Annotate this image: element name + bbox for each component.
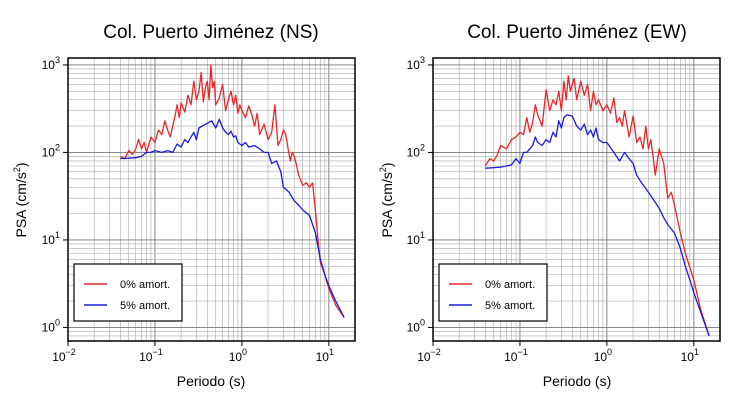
y-tick-label: 102 — [42, 142, 60, 159]
x-tick-label: 101 — [681, 347, 699, 364]
grid — [67, 58, 356, 342]
legend: 0% amort. 5% amort. — [438, 263, 548, 322]
series-line-damping-0 — [484, 75, 710, 337]
x-axis-label: Periodo (s) — [177, 373, 245, 389]
x-axis-label: Periodo (s) — [543, 373, 611, 389]
series-lines — [120, 64, 345, 318]
plot-border — [67, 57, 356, 342]
legend: 0% amort. 5% amort. — [73, 263, 183, 322]
x-tick-label: 10−1 — [139, 347, 163, 364]
x-tick-label: 100 — [594, 347, 612, 364]
y-tick-label: 103 — [42, 55, 60, 72]
y-tick-label: 103 — [407, 55, 425, 72]
x-tick-label: 10−1 — [504, 347, 528, 364]
chart-ns: Col. Puerto Jiménez (NS) 10−2 10−1 100 101 … — [12, 22, 356, 389]
y-tick-label: 100 — [42, 317, 60, 334]
legend-label: 5% amort. — [485, 300, 535, 312]
series-lines — [484, 75, 710, 337]
y-tick-label: 101 — [42, 230, 60, 247]
y-axis-ticks: 100 101 102 103 — [407, 55, 433, 334]
y-tick-label: 100 — [407, 317, 425, 334]
chart-title: Col. Puerto Jiménez (NS) — [103, 22, 318, 43]
x-tick-label: 100 — [229, 347, 247, 364]
x-tick-label: 10−2 — [52, 347, 76, 364]
y-tick-label: 102 — [407, 142, 425, 159]
plot-border — [432, 57, 721, 342]
y-axis-ticks: 100 101 102 103 — [42, 55, 68, 334]
y-axis-label: PSA (cm/s2) — [12, 162, 29, 237]
series-line-damping-5 — [485, 114, 710, 337]
x-tick-label: 10−2 — [417, 347, 441, 364]
x-axis-ticks: 10−2 10−1 100 101 — [417, 341, 699, 364]
plot-frame — [67, 57, 356, 342]
x-axis-ticks: 10−2 10−1 100 101 — [52, 341, 334, 364]
legend-box — [73, 263, 183, 322]
chart-ew: Col. Puerto Jiménez (EW) 10−2 10−1 100 101 … — [378, 22, 721, 389]
y-axis-label: PSA (cm/s2) — [378, 162, 395, 237]
chart-title: Col. Puerto Jiménez (EW) — [467, 22, 687, 43]
series-line-damping-5 — [120, 118, 345, 318]
series-line-damping-0 — [120, 64, 345, 318]
legend-label: 0% amort. — [120, 279, 170, 291]
y-tick-label: 101 — [407, 230, 425, 247]
plot-frame — [432, 57, 721, 342]
legend-box — [438, 263, 548, 322]
x-tick-label: 101 — [316, 347, 334, 364]
legend-label: 5% amort. — [120, 300, 170, 312]
legend-label: 0% amort. — [485, 279, 535, 291]
